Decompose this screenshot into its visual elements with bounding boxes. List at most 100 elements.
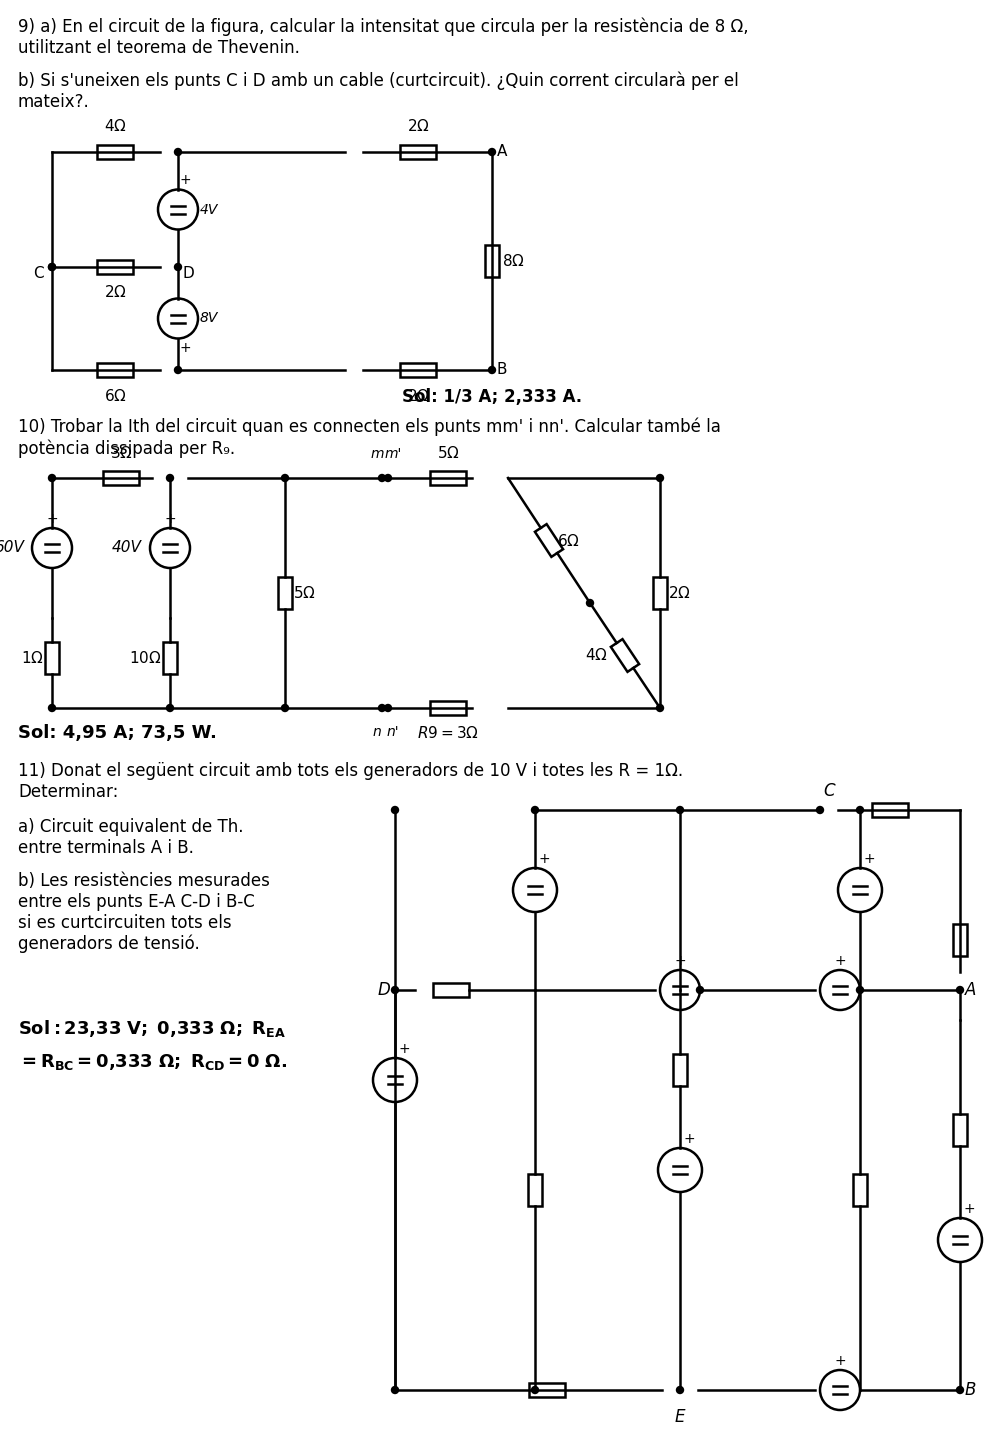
- Text: $\bf{= R_{BC} = 0{,}333\ \Omega;\ R_{CD} = 0\ \Omega.}$: $\bf{= R_{BC} = 0{,}333\ \Omega;\ R_{CD}…: [18, 1053, 287, 1071]
- Text: 11) Donat el següent circuit amb tots els generadors de 10 V i totes les R = 1Ω.: 11) Donat el següent circuit amb tots el…: [18, 762, 682, 801]
- Text: +: +: [180, 340, 192, 354]
- Circle shape: [48, 704, 55, 711]
- Text: $2\Omega$: $2\Omega$: [103, 284, 126, 300]
- Text: 9) a) En el circuit de la figura, calcular la intensitat que circula per la resi: 9) a) En el circuit de la figura, calcul…: [18, 17, 748, 58]
- Text: Sol: 1/3 A; 2,333 A.: Sol: 1/3 A; 2,333 A.: [401, 387, 582, 406]
- Text: $2\Omega$: $2\Omega$: [406, 387, 429, 405]
- Text: +: +: [398, 1043, 410, 1056]
- Text: +: +: [180, 173, 192, 187]
- Bar: [432, 984, 468, 996]
- Circle shape: [586, 599, 593, 606]
- Text: a) Circuit equivalent de Th.
entre terminals A i B.: a) Circuit equivalent de Th. entre termi…: [18, 818, 244, 857]
- Text: $R9 = 3\Omega$: $R9 = 3\Omega$: [416, 724, 478, 742]
- Bar: [400, 363, 436, 377]
- Bar: [952, 924, 966, 956]
- Bar: [45, 642, 59, 674]
- Circle shape: [166, 704, 174, 711]
- Text: $6\Omega$: $6\Omega$: [557, 533, 580, 549]
- Circle shape: [175, 367, 182, 373]
- Text: m: m: [370, 446, 383, 461]
- Circle shape: [488, 367, 495, 373]
- Text: Sol: 4,95 A; 73,5 W.: Sol: 4,95 A; 73,5 W.: [18, 724, 217, 742]
- Bar: [103, 471, 138, 485]
- Text: $2\Omega$: $2\Omega$: [406, 118, 429, 134]
- Text: A: A: [496, 144, 507, 160]
- Text: +: +: [864, 852, 875, 865]
- Circle shape: [391, 1387, 398, 1394]
- Bar: [429, 701, 465, 716]
- Circle shape: [378, 704, 385, 711]
- Bar: [952, 1115, 966, 1146]
- Bar: [528, 1174, 542, 1207]
- Text: $2\Omega$: $2\Omega$: [667, 585, 690, 600]
- Bar: [652, 577, 666, 609]
- Text: $10\Omega$: $10\Omega$: [129, 649, 161, 665]
- Circle shape: [48, 264, 55, 271]
- Bar: [529, 1382, 565, 1397]
- Text: b) Les resistències mesurades
entre els punts E-A C-D i B-C
si es curtcircuiten : b) Les resistències mesurades entre els …: [18, 873, 270, 953]
- Circle shape: [166, 475, 174, 481]
- Bar: [97, 145, 132, 158]
- Circle shape: [281, 704, 288, 711]
- Circle shape: [676, 806, 683, 814]
- Text: D: D: [377, 981, 389, 999]
- Bar: [484, 245, 498, 276]
- Circle shape: [391, 986, 398, 994]
- Text: 10) Trobar la Ith del circuit quan es connecten els punts mm' i nn'. Calcular ta: 10) Trobar la Ith del circuit quan es co…: [18, 418, 720, 458]
- Text: 40V: 40V: [112, 540, 141, 556]
- Text: b) Si s'uneixen els punts C i D amb un cable (curtcircuit). ¿Quin corrent circul: b) Si s'uneixen els punts C i D amb un c…: [18, 72, 738, 111]
- Text: m': m': [384, 446, 401, 461]
- Circle shape: [48, 475, 55, 481]
- Circle shape: [378, 475, 385, 481]
- Text: $1\Omega$: $1\Omega$: [21, 649, 44, 665]
- Circle shape: [384, 475, 391, 481]
- Circle shape: [656, 704, 663, 711]
- Text: D: D: [183, 266, 195, 281]
- Text: n': n': [386, 724, 399, 739]
- Text: $8\Omega$: $8\Omega$: [502, 253, 525, 269]
- Text: B: B: [964, 1381, 975, 1400]
- Circle shape: [856, 986, 863, 994]
- Text: $4\Omega$: $4\Omega$: [585, 648, 607, 664]
- Circle shape: [281, 475, 288, 481]
- Text: +: +: [674, 953, 685, 968]
- Circle shape: [856, 806, 863, 814]
- Bar: [853, 1174, 867, 1207]
- Circle shape: [531, 1387, 538, 1394]
- Text: C: C: [822, 782, 833, 801]
- Circle shape: [175, 148, 182, 156]
- Text: 60V: 60V: [0, 540, 24, 556]
- Circle shape: [384, 704, 391, 711]
- Text: 4V: 4V: [200, 203, 219, 216]
- Text: A: A: [964, 981, 975, 999]
- Bar: [97, 363, 132, 377]
- Circle shape: [956, 1387, 963, 1394]
- Text: E: E: [674, 1408, 685, 1426]
- Bar: [278, 577, 292, 609]
- Circle shape: [656, 475, 663, 481]
- Text: +: +: [683, 1132, 695, 1146]
- Text: $6\Omega$: $6\Omega$: [103, 387, 126, 405]
- Text: $5\Omega$: $5\Omega$: [293, 585, 316, 600]
- Bar: [162, 642, 177, 674]
- Bar: [97, 261, 132, 274]
- Text: +: +: [164, 513, 176, 526]
- Circle shape: [815, 806, 822, 814]
- Text: $3\Omega$: $3\Omega$: [109, 445, 132, 461]
- Circle shape: [531, 806, 538, 814]
- Text: +: +: [46, 513, 58, 526]
- Polygon shape: [610, 639, 639, 672]
- Bar: [672, 1054, 686, 1086]
- Text: +: +: [833, 953, 845, 968]
- Text: $4\Omega$: $4\Omega$: [103, 118, 126, 134]
- Text: C: C: [33, 266, 44, 281]
- Text: $\bf{Sol : 23{,}33\ V;\ 0{,}333\ \Omega;\ R_{EA}}$: $\bf{Sol : 23{,}33\ V;\ 0{,}333\ \Omega;…: [18, 1018, 286, 1040]
- Circle shape: [48, 264, 55, 271]
- Bar: [429, 471, 465, 485]
- Text: 8V: 8V: [200, 311, 219, 325]
- Text: B: B: [496, 363, 507, 377]
- Circle shape: [391, 806, 398, 814]
- Text: +: +: [833, 1354, 845, 1368]
- Bar: [400, 145, 436, 158]
- Text: +: +: [539, 852, 550, 865]
